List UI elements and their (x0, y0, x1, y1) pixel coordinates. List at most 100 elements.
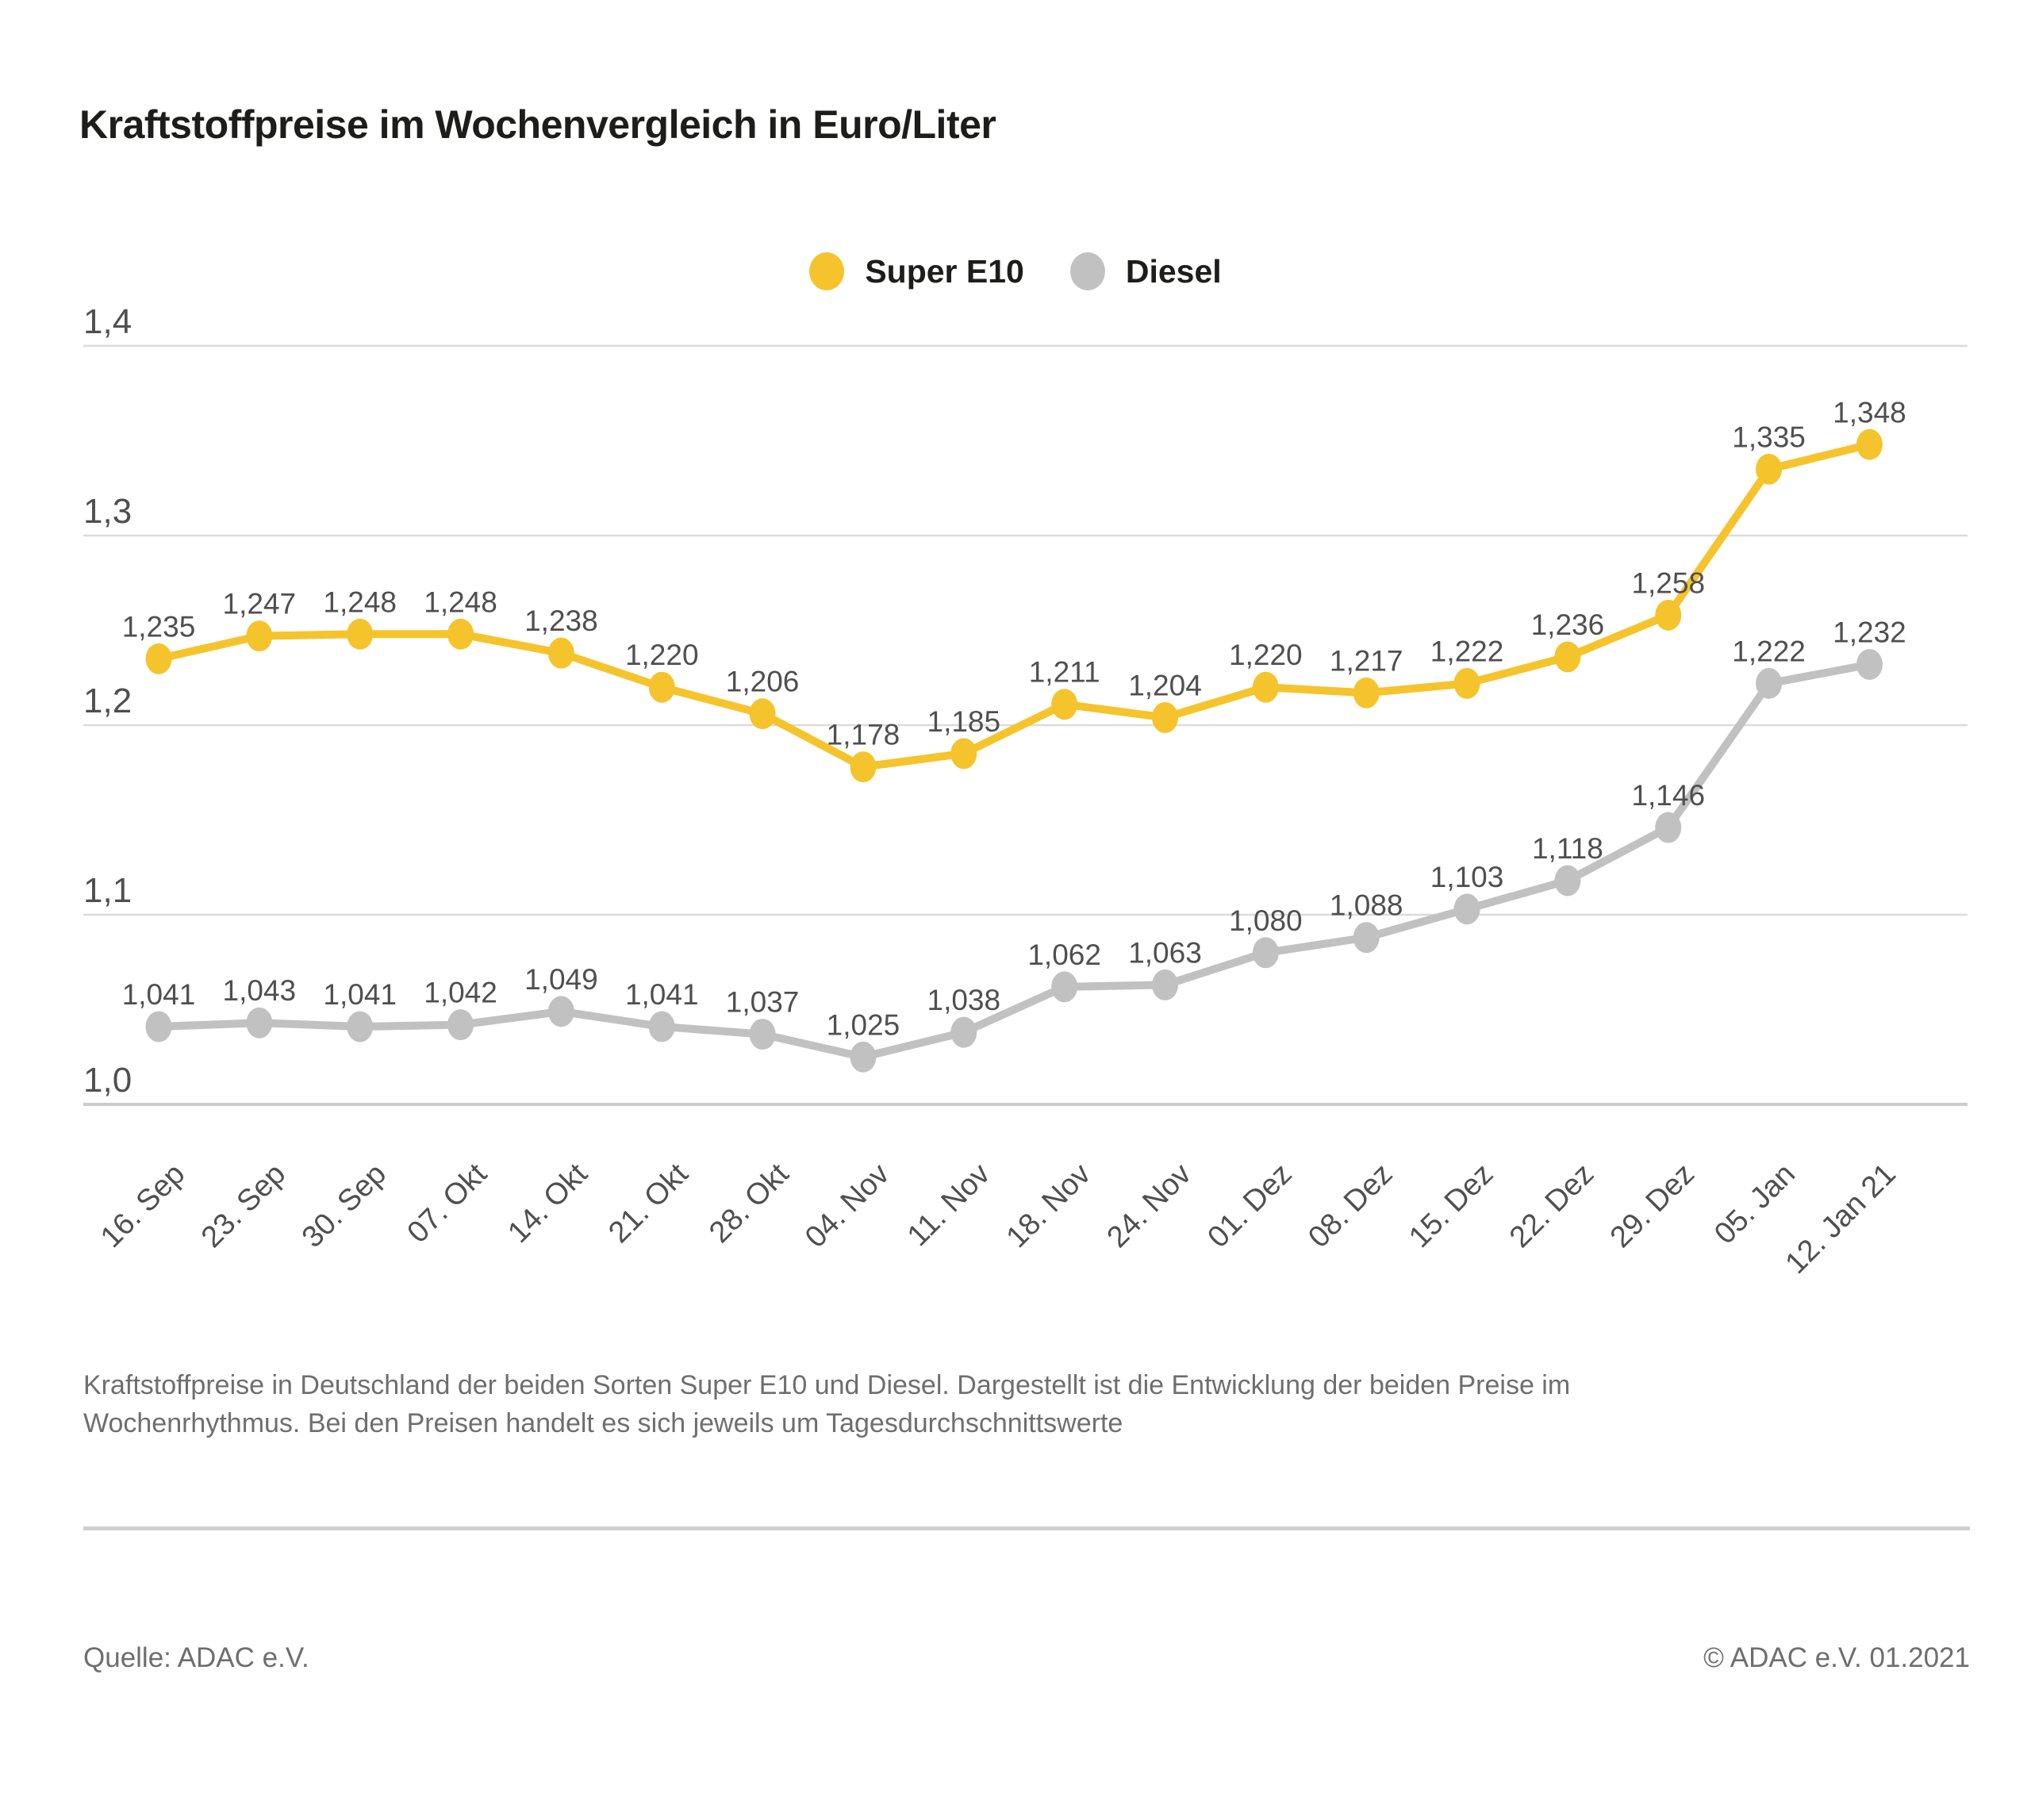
data-point (749, 698, 776, 730)
legend-label-diesel: Diesel (1125, 252, 1222, 290)
data-label: 1,063 (1128, 936, 1202, 969)
y-tick-label: 1,2 (83, 682, 132, 720)
x-tick-label: 23. Sep (195, 1158, 292, 1254)
data-label: 1,185 (927, 705, 1001, 738)
data-point (246, 1007, 273, 1039)
data-label: 1,222 (1732, 635, 1806, 667)
data-label: 1,041 (625, 978, 699, 1011)
data-point (1252, 671, 1279, 703)
data-label: 1,204 (1128, 669, 1202, 701)
x-tick-label: 01. Dez (1201, 1158, 1298, 1254)
data-label: 1,037 (726, 986, 800, 1019)
data-label: 1,217 (1330, 644, 1403, 677)
data-label: 1,178 (827, 719, 900, 751)
data-point (145, 1011, 172, 1042)
data-label: 1,348 (1833, 396, 1906, 428)
data-point (1756, 453, 1783, 485)
chart-description-line2: Wochenrhythmus. Bei den Preisen handelt … (83, 1408, 1123, 1438)
data-point (145, 643, 172, 674)
data-label: 1,248 (424, 586, 497, 618)
y-tick-label: 1,3 (83, 492, 132, 531)
page-title: Kraftstoffpreise im Wochenvergleich in E… (79, 102, 996, 147)
data-point (1453, 893, 1480, 925)
x-tick-label: 29. Dez (1604, 1158, 1701, 1254)
source-text: Quelle: ADAC e.V. (83, 1642, 309, 1673)
data-label: 1,049 (524, 963, 598, 996)
data-label: 1,211 (1029, 656, 1100, 689)
data-point (1655, 599, 1682, 631)
source-row: Quelle: ADAC e.V. © ADAC e.V. 01.2021 (83, 1642, 1970, 1674)
series-line-diesel (155, 660, 1874, 1062)
data-point (1353, 677, 1380, 708)
data-point (1152, 701, 1178, 733)
x-tick-label: 16. Sep (94, 1158, 191, 1254)
data-point (1554, 641, 1581, 673)
data-label: 1,088 (1330, 889, 1403, 922)
legend-item-super-e10: Super E10 (809, 252, 1024, 290)
data-point (347, 618, 374, 650)
data-label: 1,335 (1732, 420, 1806, 453)
data-label: 1,041 (122, 978, 196, 1011)
data-point (447, 1009, 474, 1041)
data-label: 1,041 (323, 978, 397, 1011)
data-point (950, 738, 977, 770)
data-point (1252, 937, 1279, 969)
x-tick-label: 07. Okt (401, 1157, 494, 1250)
data-label: 1,118 (1532, 832, 1603, 865)
data-point (950, 1016, 977, 1048)
diesel-dot-icon (1069, 252, 1105, 290)
y-tick-label: 1,1 (83, 871, 132, 910)
data-point (648, 1011, 675, 1042)
x-tick-label: 28. Okt (703, 1157, 796, 1250)
data-point (1051, 689, 1078, 720)
data-label: 1,232 (1833, 616, 1906, 649)
x-tick-label: 05. Jan (1708, 1158, 1802, 1251)
chart-description-line1: Kraftstoffpreise in Deutschland der beid… (83, 1370, 1571, 1400)
data-label: 1,025 (827, 1008, 900, 1041)
legend-item-diesel: Diesel (1069, 252, 1222, 290)
data-point (850, 751, 877, 783)
data-label: 1,146 (1631, 779, 1705, 812)
x-tick-label: 24. Nov (1101, 1158, 1198, 1254)
data-point (648, 671, 675, 703)
data-point (1051, 971, 1078, 1003)
x-tick-label: 21. Okt (602, 1157, 695, 1250)
super-e10-dot-icon (809, 252, 845, 290)
data-point (1655, 812, 1682, 843)
footer-divider (83, 1526, 1970, 1530)
data-point (547, 637, 574, 669)
x-tick-label: 30. Sep (296, 1158, 393, 1254)
x-tick-label: 15. Dez (1403, 1158, 1499, 1254)
x-tick-label: 12. Jan 21 (1780, 1158, 1902, 1281)
chart-description: Kraftstoffpreise in Deutschland der beid… (83, 1366, 1570, 1442)
data-point (1756, 667, 1783, 699)
data-label: 1,042 (424, 977, 497, 1009)
x-tick-label: 11. Nov (901, 1158, 996, 1253)
data-point (347, 1011, 374, 1042)
data-label: 1,043 (223, 974, 297, 1007)
data-point (1353, 922, 1380, 954)
data-point (1856, 649, 1883, 681)
data-label: 1,258 (1631, 566, 1705, 599)
data-point (1152, 969, 1178, 1000)
x-tick-label: 22. Dez (1503, 1158, 1600, 1254)
data-label: 1,062 (1027, 939, 1101, 971)
legend-label-super-e10: Super E10 (865, 252, 1024, 290)
series-line-super-e10 (155, 440, 1874, 771)
chart-legend: Super E10 Diesel (0, 252, 2031, 290)
data-label: 1,248 (323, 586, 397, 618)
data-point (1554, 865, 1581, 897)
data-label: 1,103 (1430, 861, 1504, 893)
data-point (1453, 667, 1480, 699)
data-label: 1,206 (726, 666, 800, 698)
data-point (547, 996, 574, 1027)
data-label: 1,238 (524, 605, 598, 637)
data-label: 1,247 (223, 588, 297, 620)
data-label: 1,222 (1430, 635, 1504, 667)
data-label: 1,235 (122, 610, 196, 643)
data-point (447, 618, 474, 650)
copyright-text: © ADAC e.V. 01.2021 (1703, 1642, 1970, 1673)
data-label: 1,236 (1531, 609, 1605, 641)
data-point (850, 1041, 877, 1073)
